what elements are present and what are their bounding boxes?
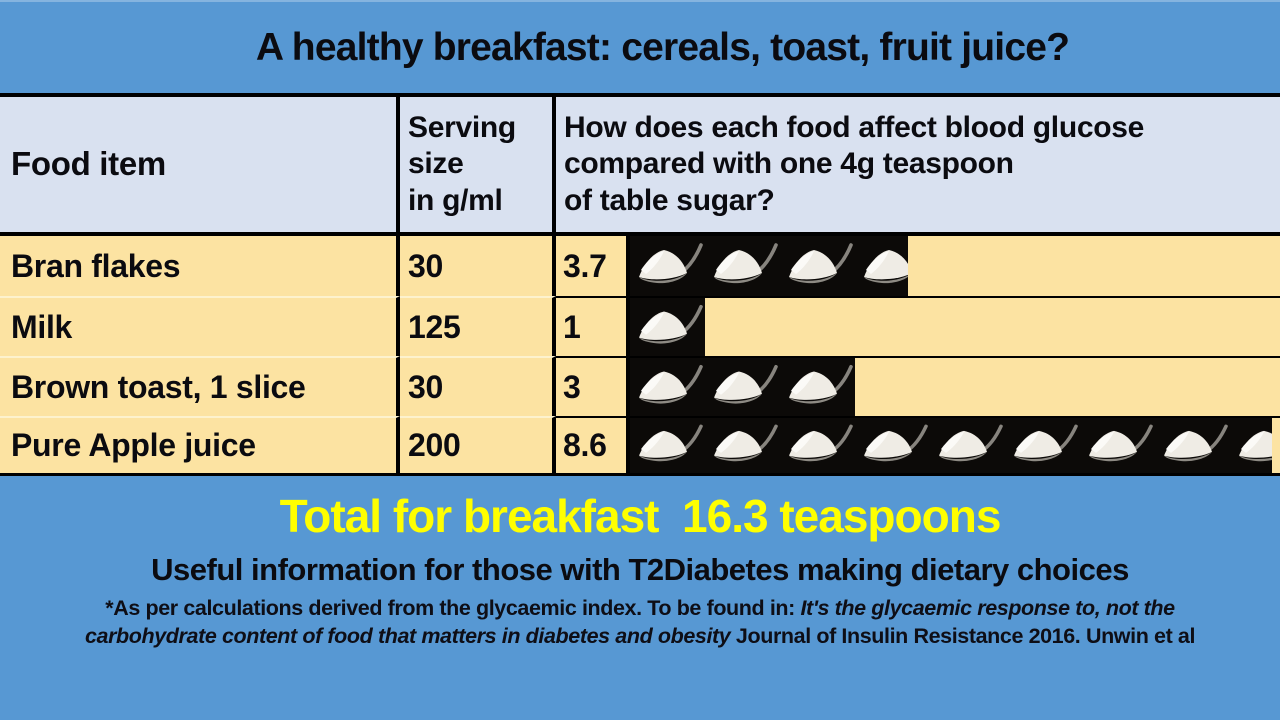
teaspoon-icon bbox=[630, 298, 705, 356]
header-cell-food-item: Food item bbox=[0, 97, 400, 232]
cell-teaspoon-value: 3.7 bbox=[556, 236, 630, 296]
cell-serving-size: 200 bbox=[400, 416, 556, 473]
teaspoon-icon-partial bbox=[1230, 418, 1272, 473]
teaspoon-value: 3.7 bbox=[563, 247, 607, 284]
teaspoon-icon bbox=[630, 236, 705, 296]
teaspoon-icon bbox=[930, 418, 1005, 473]
table-row: Bran flakes 30 3.7 bbox=[0, 236, 1280, 296]
total-for-breakfast-text: Total for breakfast 16.3 teaspoons bbox=[279, 490, 1002, 542]
header-label-food-item: Food item bbox=[11, 145, 166, 183]
title-band: A healthy breakfast: cereals, toast, fru… bbox=[0, 2, 1280, 97]
teaspoon-value: 1 bbox=[563, 308, 581, 345]
teaspoon-value: 8.6 bbox=[563, 427, 607, 463]
food-item-label: Milk bbox=[11, 308, 73, 345]
teaspoon-pictogram-strip bbox=[630, 236, 908, 296]
footnote-italic-2: carbohydrate content of food that matter… bbox=[84, 624, 731, 649]
footnote: *As per calculations derived from the gl… bbox=[4, 594, 1276, 651]
header-cell-serving-size: Serving size in g/ml bbox=[400, 97, 556, 232]
cell-food-item: Milk bbox=[0, 296, 400, 356]
serving-size-value: 125 bbox=[408, 308, 461, 345]
serving-size-value: 30 bbox=[408, 247, 443, 284]
footnote-line-1: *As per calculations derived from the gl… bbox=[4, 594, 1276, 622]
teaspoon-icon bbox=[1080, 418, 1155, 473]
cell-teaspoon-pictogram bbox=[630, 356, 1280, 416]
food-item-label: Pure Apple juice bbox=[11, 427, 256, 463]
cell-teaspoon-value: 1 bbox=[556, 296, 630, 356]
serving-size-value: 30 bbox=[408, 368, 443, 405]
teaspoon-value: 3 bbox=[563, 368, 581, 405]
cell-serving-size: 125 bbox=[400, 296, 556, 356]
cell-food-item: Pure Apple juice bbox=[0, 416, 400, 473]
footnote-regular-1: *As per calculations derived from the gl… bbox=[105, 596, 801, 620]
teaspoon-icon bbox=[780, 418, 855, 473]
teaspoon-icon bbox=[630, 418, 705, 473]
teaspoon-icon bbox=[1155, 418, 1230, 473]
teaspoon-icon-partial bbox=[855, 236, 908, 296]
teaspoon-icon bbox=[705, 418, 780, 473]
page-title: A healthy breakfast: cereals, toast, fru… bbox=[255, 25, 1070, 69]
table-row: Brown toast, 1 slice 30 3 bbox=[0, 356, 1280, 416]
cell-teaspoon-pictogram bbox=[630, 236, 1280, 296]
footnote-italic-1: It's the glycaemic response to, not the bbox=[800, 596, 1175, 620]
cell-food-item: Bran flakes bbox=[0, 236, 400, 296]
teaspoon-icon bbox=[780, 236, 855, 296]
serving-size-value: 200 bbox=[408, 427, 461, 463]
teaspoon-pictogram-strip bbox=[630, 358, 855, 416]
food-item-label: Bran flakes bbox=[11, 247, 181, 284]
footnote-line-2: carbohydrate content of food that matter… bbox=[4, 622, 1276, 650]
cell-food-item: Brown toast, 1 slice bbox=[0, 356, 400, 416]
food-item-label: Brown toast, 1 slice bbox=[11, 368, 306, 405]
cell-serving-size: 30 bbox=[400, 356, 556, 416]
useful-information-text: Useful information for those with T2Diab… bbox=[151, 552, 1129, 587]
table-header-row: Food item Serving size in g/ml How does … bbox=[0, 97, 1280, 236]
header-cell-glucose-question: How does each food affect blood glucose … bbox=[556, 97, 1280, 232]
cell-teaspoon-value: 8.6 bbox=[556, 416, 630, 473]
header-label-glucose-question: How does each food affect blood glucose … bbox=[564, 110, 1145, 217]
teaspoon-pictogram-strip bbox=[630, 418, 1272, 473]
teaspoon-icon bbox=[855, 418, 930, 473]
cell-teaspoon-pictogram bbox=[630, 296, 1280, 356]
teaspoon-pictogram-strip bbox=[630, 298, 705, 356]
table-row: Milk 125 1 bbox=[0, 296, 1280, 356]
header-label-serving-size: Serving size in g/ml bbox=[408, 110, 516, 217]
footnote-regular-2: Journal of Insulin Resistance 2016. Unwi… bbox=[730, 624, 1196, 649]
teaspoon-icon bbox=[705, 236, 780, 296]
teaspoon-icon bbox=[630, 358, 705, 416]
table-row: Pure Apple juice 200 8.6 bbox=[0, 416, 1280, 476]
cell-teaspoon-value: 3 bbox=[556, 356, 630, 416]
teaspoon-icon bbox=[1005, 418, 1080, 473]
cell-teaspoon-pictogram bbox=[630, 416, 1280, 473]
cell-serving-size: 30 bbox=[400, 236, 556, 296]
teaspoon-icon bbox=[705, 358, 780, 416]
teaspoon-icon bbox=[780, 358, 855, 416]
